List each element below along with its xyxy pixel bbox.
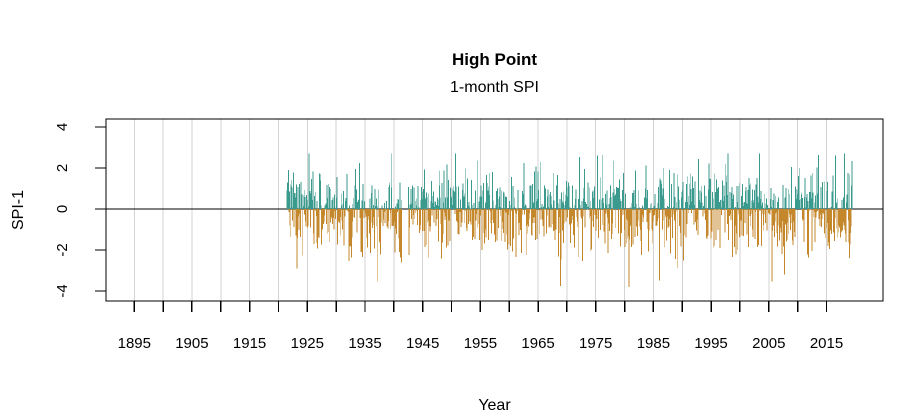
chart-subtitle: 1-month SPI [450,79,539,96]
x-tick-label: 1905 [175,335,208,352]
x-tick-label: 1955 [464,335,497,352]
x-tick-label: 1945 [406,335,439,352]
y-tick-label: -4 [54,284,71,297]
x-tick-label: 1895 [118,335,151,352]
y-tick-label: -2 [54,243,71,256]
y-tick-label: 2 [54,164,71,172]
x-tick-labels: 1895 1905 1915 1925 1935 1945 1955 1965 1975 1985… [118,335,844,352]
axis-ticks [95,126,828,312]
x-tick-label: 1975 [579,335,612,352]
y-tick-labels: -4 -2 0 2 4 [54,123,71,298]
x-tick-label: 1915 [233,335,266,352]
x-tick-label: 1985 [637,335,670,352]
y-tick-label: 4 [54,123,71,131]
positive-spi-bars [286,153,853,209]
x-axis-title: Year [478,397,511,414]
x-tick-label: 1935 [348,335,381,352]
x-tick-label: 2005 [752,335,785,352]
x-tick-label: 2015 [810,335,843,352]
x-tick-label: 1995 [694,335,727,352]
x-tick-label: 1965 [521,335,554,352]
plot-box [105,118,884,302]
chart-title: High Point [452,50,537,69]
x-tick-label: 1925 [291,335,324,352]
y-tick-label: 0 [54,205,71,213]
negative-spi-bars [288,209,853,287]
